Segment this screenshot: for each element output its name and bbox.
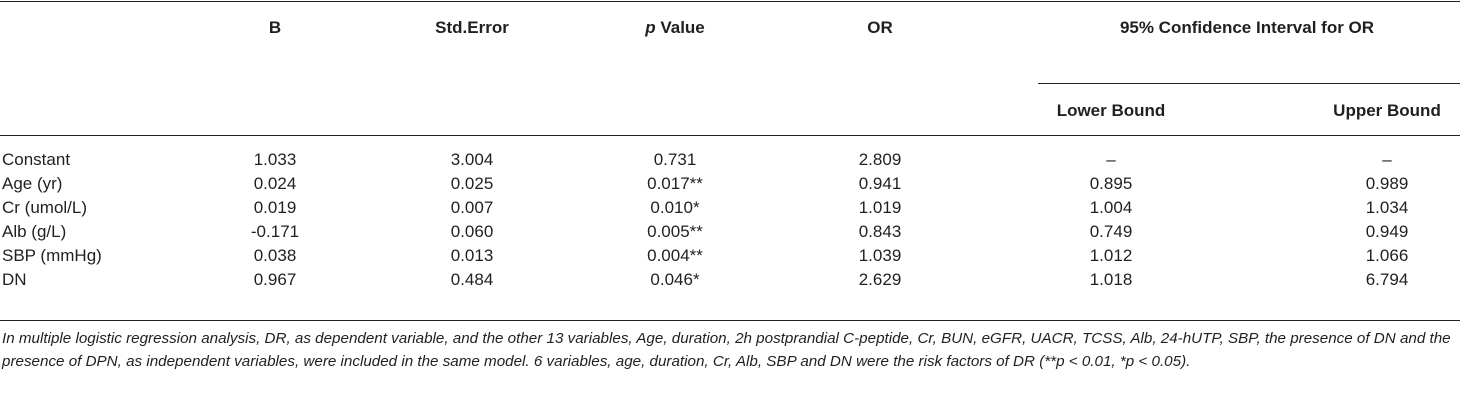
cell-b: 1.033 <box>253 150 297 169</box>
cell-upper: 6.794 <box>1365 270 1409 289</box>
header-p-value: p Value <box>645 18 705 38</box>
header-std-error: Std.Error <box>435 18 509 37</box>
cell-label: Constant <box>2 150 71 169</box>
cell-p: 0.010* <box>650 198 700 217</box>
cell-upper: – <box>1382 150 1392 169</box>
header-or: OR <box>867 18 893 37</box>
cell-label: Alb (g/L) <box>2 222 67 241</box>
cell-or: 1.019 <box>858 198 902 217</box>
cell-se: 3.004 <box>450 150 494 169</box>
header-lower-bound: Lower Bound <box>1056 101 1166 120</box>
cell-or: 0.843 <box>858 222 902 241</box>
table-footnote: In multiple logistic regression analysis… <box>2 330 1451 370</box>
cell-lower: 1.012 <box>1089 246 1133 265</box>
cell-upper: 1.066 <box>1365 246 1409 265</box>
header-upper-bound: Upper Bound <box>1333 101 1441 120</box>
cell-p: 0.731 <box>653 150 697 169</box>
cell-lower: 1.004 <box>1089 198 1133 217</box>
cell-b: 0.024 <box>253 174 297 193</box>
header-p-rest: Value <box>655 18 705 37</box>
cell-b: 0.967 <box>253 270 297 289</box>
cell-or: 2.629 <box>858 270 902 289</box>
cell-upper: 0.949 <box>1365 222 1409 241</box>
header-bottom-rule <box>0 135 1460 136</box>
header-b: B <box>268 18 282 37</box>
cell-upper: 1.034 <box>1365 198 1409 217</box>
cell-se: 0.013 <box>450 246 494 265</box>
cell-se: 0.007 <box>450 198 494 217</box>
cell-b: 0.038 <box>253 246 297 265</box>
ci-subheader-rule <box>1038 83 1460 84</box>
cell-p: 0.005** <box>647 222 703 241</box>
cell-or: 0.941 <box>858 174 902 193</box>
cell-or: 1.039 <box>858 246 902 265</box>
top-rule <box>0 1 1460 2</box>
cell-label: Age (yr) <box>2 174 63 193</box>
cell-p: 0.046* <box>650 270 700 289</box>
header-p-italic: p <box>645 18 656 37</box>
cell-se: 0.484 <box>450 270 494 289</box>
cell-p: 0.004** <box>647 246 703 265</box>
bottom-rule <box>0 320 1460 321</box>
cell-or: 2.809 <box>858 150 902 169</box>
cell-lower: – <box>1106 150 1116 169</box>
cell-lower: 0.895 <box>1089 174 1133 193</box>
cell-lower: 0.749 <box>1089 222 1133 241</box>
cell-b: -0.171 <box>250 222 300 241</box>
cell-label: Cr (umol/L) <box>2 198 88 217</box>
cell-label: DN <box>2 270 27 289</box>
header-ci: 95% Confidence Interval for OR <box>1119 18 1375 37</box>
cell-p: 0.017** <box>647 174 703 193</box>
cell-upper: 0.989 <box>1365 174 1409 193</box>
cell-label: SBP (mmHg) <box>2 246 102 265</box>
cell-lower: 1.018 <box>1089 270 1133 289</box>
cell-b: 0.019 <box>253 198 297 217</box>
cell-se: 0.060 <box>450 222 494 241</box>
cell-se: 0.025 <box>450 174 494 193</box>
